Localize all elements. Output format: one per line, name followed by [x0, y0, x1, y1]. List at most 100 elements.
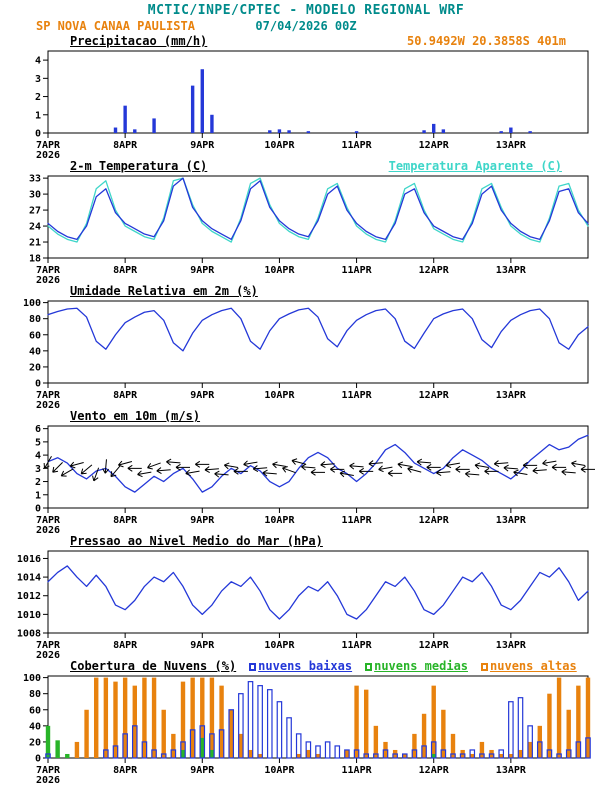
- svg-text:2026: 2026: [36, 275, 60, 284]
- svg-text:8APR: 8APR: [113, 640, 138, 651]
- svg-text:80: 80: [29, 314, 41, 325]
- svg-text:2026: 2026: [36, 650, 60, 659]
- svg-text:8APR: 8APR: [113, 765, 138, 776]
- station-coordinates: 50.9492W 20.3858S 401m: [407, 34, 566, 48]
- cloud-cover-title: Cobertura de Nuvens (%): [70, 659, 237, 673]
- svg-text:12APR: 12APR: [419, 640, 450, 651]
- panel-title-row: Vento em 10m (m/s): [0, 409, 612, 424]
- panel-pressure: Pressao ao Nivel Medio do Mar (hPa) 1008…: [0, 534, 612, 659]
- svg-text:8APR: 8APR: [113, 390, 138, 401]
- svg-text:11APR: 11APR: [342, 265, 373, 276]
- pressure-title: Pressao ao Nivel Medio do Mar (hPa): [70, 534, 323, 548]
- svg-text:2: 2: [35, 92, 41, 103]
- svg-text:7APR: 7APR: [36, 640, 61, 651]
- svg-text:1010: 1010: [17, 610, 41, 621]
- humidity-title: Umidade Relativa em 2m (%): [70, 284, 258, 298]
- svg-text:13APR: 13APR: [496, 640, 527, 651]
- svg-text:0: 0: [35, 504, 41, 515]
- svg-text:9APR: 9APR: [190, 515, 215, 526]
- high-cloud-swatch-icon: [481, 663, 489, 671]
- svg-text:7APR: 7APR: [36, 765, 61, 776]
- panel-title-row: Precipitacao (mm/h) 50.9492W 20.3858S 40…: [0, 34, 612, 49]
- svg-text:27: 27: [29, 206, 41, 217]
- svg-text:40: 40: [29, 721, 41, 732]
- svg-text:9APR: 9APR: [190, 390, 215, 401]
- svg-text:12APR: 12APR: [419, 765, 450, 776]
- svg-text:30: 30: [29, 190, 41, 201]
- svg-text:1: 1: [35, 110, 41, 121]
- svg-text:40: 40: [29, 346, 41, 357]
- svg-text:0: 0: [35, 129, 41, 140]
- panel-title-row: Umidade Relativa em 2m (%): [0, 284, 612, 299]
- legend-label: nuvens baixas: [258, 659, 353, 673]
- svg-text:12APR: 12APR: [419, 390, 450, 401]
- legend-nuvens-baixas: nuvens baixas: [249, 659, 352, 673]
- panel-title-row: Pressao ao Nivel Medio do Mar (hPa): [0, 534, 612, 549]
- svg-text:4: 4: [35, 56, 41, 67]
- svg-text:11APR: 11APR: [342, 140, 373, 151]
- svg-text:12APR: 12APR: [419, 515, 450, 526]
- svg-text:80: 80: [29, 689, 41, 700]
- temperature-title: 2-m Temperatura (C): [70, 159, 208, 173]
- station-name: SP NOVA CANAA PAULISTA: [36, 19, 195, 33]
- svg-text:100: 100: [23, 674, 41, 684]
- svg-text:60: 60: [29, 705, 41, 716]
- svg-text:12APR: 12APR: [419, 265, 450, 276]
- svg-text:60: 60: [29, 330, 41, 341]
- legend-label: nuvens medias: [374, 659, 469, 673]
- svg-text:9APR: 9APR: [190, 765, 215, 776]
- svg-text:2026: 2026: [36, 400, 60, 409]
- svg-text:7APR: 7APR: [36, 140, 61, 151]
- svg-text:33: 33: [29, 174, 41, 185]
- svg-text:1012: 1012: [17, 591, 41, 602]
- svg-text:10APR: 10APR: [264, 140, 295, 151]
- svg-text:2026: 2026: [36, 525, 60, 534]
- panel-humidity: Umidade Relativa em 2m (%) 0 20 40 60 80 100 7…: [0, 284, 612, 409]
- panel-title-row: Cobertura de Nuvens (%) nuvens baixas nuve…: [0, 659, 612, 674]
- svg-text:2026: 2026: [36, 775, 60, 784]
- svg-text:7APR: 7APR: [36, 265, 61, 276]
- legend-nuvens-altas: nuvens altas: [481, 659, 577, 673]
- precipitation-title: Precipitacao (mm/h): [70, 34, 208, 48]
- svg-text:2026: 2026: [36, 150, 60, 159]
- mid-cloud-swatch-icon: [365, 663, 373, 671]
- svg-text:7APR: 7APR: [36, 515, 61, 526]
- svg-text:11APR: 11APR: [342, 515, 373, 526]
- meteogram-page: MCTIC/INPE/CPTEC - MODELO REGIONAL WRF S…: [0, 3, 612, 784]
- svg-text:10APR: 10APR: [264, 640, 295, 651]
- svg-text:3: 3: [35, 74, 41, 85]
- svg-text:100: 100: [23, 299, 41, 309]
- svg-text:8APR: 8APR: [113, 515, 138, 526]
- svg-text:10APR: 10APR: [264, 765, 295, 776]
- svg-text:11APR: 11APR: [342, 765, 373, 776]
- svg-text:8APR: 8APR: [113, 265, 138, 276]
- panel-precipitation: Precipitacao (mm/h) 50.9492W 20.3858S 40…: [0, 34, 612, 159]
- apparent-temperature-title: Temperatura Aparente (C): [388, 159, 562, 173]
- svg-text:1016: 1016: [17, 554, 41, 565]
- legend-label: nuvens altas: [490, 659, 577, 673]
- svg-text:3: 3: [35, 464, 41, 475]
- svg-text:10APR: 10APR: [264, 390, 295, 401]
- svg-text:4: 4: [35, 451, 41, 462]
- svg-text:13APR: 13APR: [496, 390, 527, 401]
- svg-text:9APR: 9APR: [190, 640, 215, 651]
- panel-temperature: 2-m Temperatura (C) Temperatura Aparente…: [0, 159, 612, 284]
- svg-text:13APR: 13APR: [496, 515, 527, 526]
- svg-text:0: 0: [35, 754, 41, 765]
- model-title: MCTIC/INPE/CPTEC - MODELO REGIONAL WRF: [147, 3, 465, 18]
- svg-text:1008: 1008: [17, 629, 41, 640]
- svg-text:2: 2: [35, 477, 41, 488]
- svg-text:1014: 1014: [17, 573, 41, 584]
- svg-text:21: 21: [29, 238, 41, 249]
- wind-title: Vento em 10m (m/s): [70, 409, 201, 423]
- svg-text:20: 20: [29, 737, 41, 748]
- svg-text:9APR: 9APR: [190, 265, 215, 276]
- panel-wind: Vento em 10m (m/s) 0 1 2 3 4 5 6 7APR 2026 8APR 9A…: [0, 409, 612, 534]
- svg-text:13APR: 13APR: [496, 765, 527, 776]
- panel-cloud-cover: Cobertura de Nuvens (%) nuvens baixas nuve…: [0, 659, 612, 784]
